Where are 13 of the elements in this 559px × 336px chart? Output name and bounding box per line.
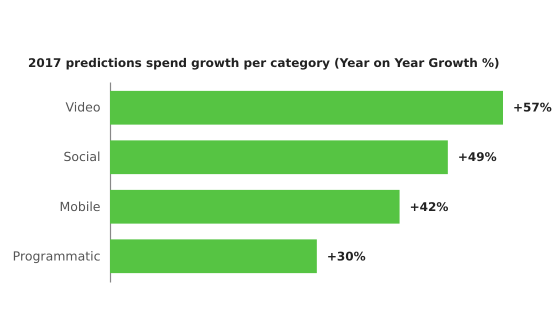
y-tick-label: Programmatic [12,248,101,264]
bar [110,190,400,224]
data-label: +49% [458,150,497,164]
data-label: +30% [326,249,366,264]
chart-title: 2017 predictions spend growth per category (Year on Year Growth %) [28,56,500,70]
data-label: +57% [513,100,552,115]
y-tick-label: Mobile [59,198,101,214]
bar [110,140,448,174]
data-label: +42% [410,200,448,214]
y-tick-label: Social [63,149,100,164]
bar [110,239,317,274]
y-tick-label: Video [65,100,100,115]
bar [110,90,503,125]
